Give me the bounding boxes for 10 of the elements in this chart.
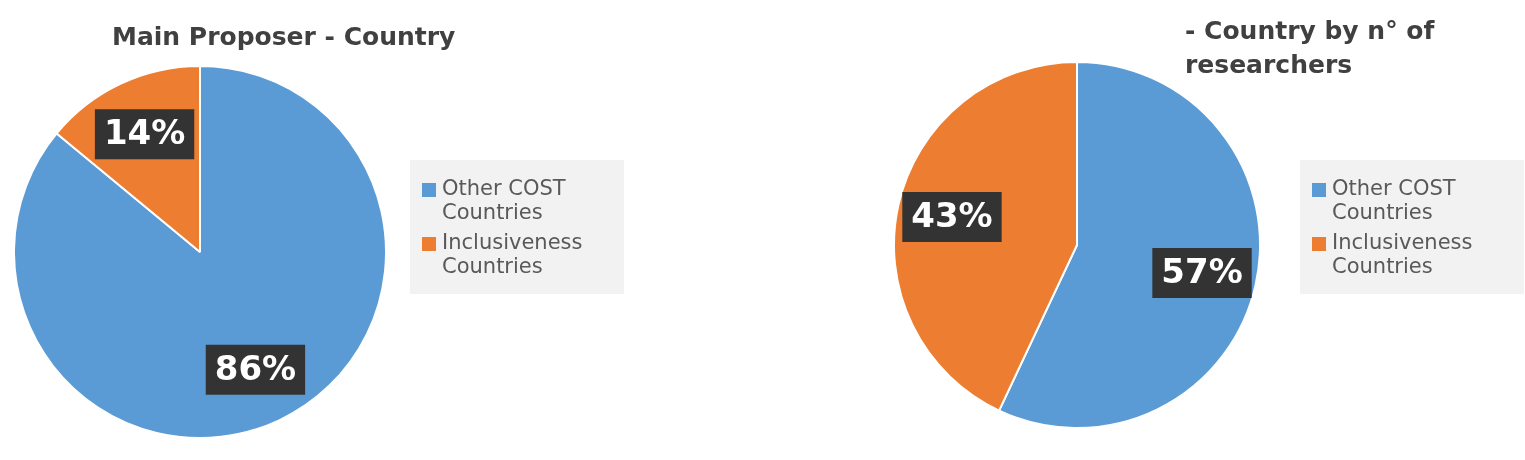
data-label: 14% <box>103 112 186 153</box>
legend-label: Inclusiveness Countries <box>442 230 584 278</box>
legend-label: Other COST Countries <box>442 176 567 224</box>
legend-label: Inclusiveness Countries <box>1332 230 1474 278</box>
chart-title: Main Proposer - Country <box>112 21 457 53</box>
data-label: 57% <box>1161 250 1243 291</box>
data-label: 43% <box>911 194 993 235</box>
chart-title: - Country by n° of researchers <box>1185 15 1436 81</box>
legend-label: Other COST Countries <box>1332 176 1457 224</box>
data-label: 86% <box>214 347 297 388</box>
